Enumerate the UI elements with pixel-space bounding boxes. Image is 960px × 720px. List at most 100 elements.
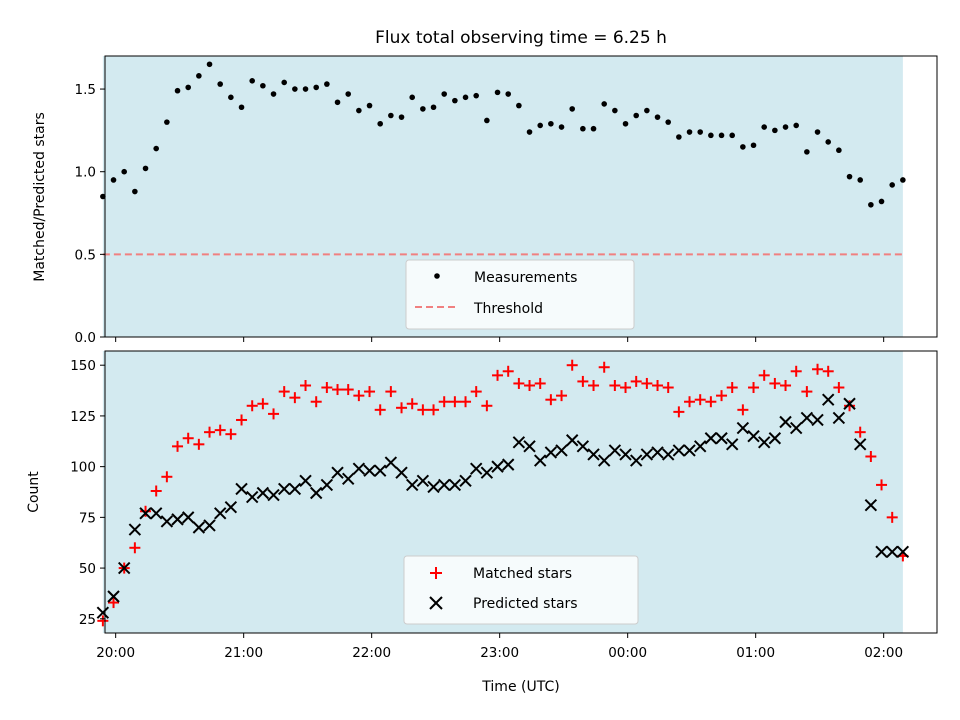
measurement-point	[804, 149, 810, 155]
measurement-point	[324, 81, 330, 87]
measurement-point	[793, 122, 799, 129]
predicted-stars-point	[693, 440, 707, 453]
predicted-stars-point	[661, 448, 675, 461]
predicted-stars-point	[832, 411, 846, 425]
matched-stars-point	[268, 408, 280, 420]
measurement-point	[281, 79, 288, 86]
measurement-point	[622, 120, 629, 127]
matched-stars-point	[438, 396, 450, 408]
predicted-stars-point	[619, 448, 632, 461]
matched-stars-point	[641, 377, 653, 389]
measurement-point	[206, 61, 213, 68]
matched-stars-point	[748, 382, 760, 394]
top-legend[interactable]: Measurements Threshold	[405, 259, 635, 330]
matched-stars-point	[502, 365, 514, 377]
predicted-stars-point	[565, 434, 579, 447]
predicted-stars-point	[885, 545, 899, 559]
predicted-stars-point	[256, 486, 270, 500]
predicted-stars-point	[341, 472, 355, 486]
y-tick-label: 75	[79, 510, 96, 526]
predicted-stars-point	[149, 507, 163, 520]
predicted-stars-point	[373, 464, 387, 477]
matched-stars-point	[812, 363, 824, 375]
matched-stars-point	[300, 379, 312, 391]
measurement-point	[686, 129, 693, 135]
matched-stars-point	[257, 398, 269, 410]
measurement-point	[100, 193, 106, 200]
matched-stars-point	[150, 485, 162, 497]
predicted-stars-point	[139, 507, 152, 520]
measurement-point	[889, 182, 895, 188]
matched-stars-point	[822, 365, 834, 377]
matched-stars-point	[428, 404, 440, 416]
predicted-stars-point	[384, 456, 398, 469]
predicted-stars-point	[651, 446, 664, 459]
predicted-stars-point	[309, 486, 323, 500]
measurement-point	[676, 134, 682, 140]
matched-stars-point	[289, 392, 301, 404]
matched-stars-point	[172, 440, 184, 452]
matched-stars-point	[470, 386, 482, 398]
matched-stars-point	[886, 511, 898, 523]
matched-stars-point	[161, 471, 173, 483]
predicted-stars-point	[117, 561, 131, 575]
predicted-stars-point	[715, 432, 728, 445]
matched-stars-point	[97, 615, 109, 627]
matched-stars-point	[652, 379, 664, 391]
measurement-point	[782, 124, 789, 130]
measurement-point	[356, 107, 362, 114]
measurement-point	[537, 122, 543, 129]
matched-stars-point	[588, 379, 600, 391]
predicted-stars-point	[352, 462, 366, 475]
measurement-point	[142, 165, 149, 172]
x-tick-label: 02:00	[864, 645, 903, 661]
matched-stars-point	[620, 382, 632, 394]
measurement-point	[217, 81, 223, 87]
x-axis-title: Time (UTC)	[481, 679, 559, 695]
matched-stars-point	[236, 414, 248, 426]
measurement-point	[174, 87, 181, 94]
matched-stars-point	[204, 426, 216, 438]
matched-stars-point	[780, 379, 792, 391]
measurement-point	[516, 102, 522, 109]
matched-stars-point	[865, 450, 877, 462]
legend-measurements-marker	[434, 273, 440, 279]
bottom-x-axis: 20:00 21:00 22:00 23:00 00:00 01:00 02:00	[96, 633, 903, 661]
matched-stars-point	[214, 424, 226, 436]
matched-stars-point	[310, 396, 322, 408]
measurement-point	[473, 92, 480, 99]
predicted-stars-point	[800, 411, 814, 425]
predicted-stars-point	[555, 444, 568, 457]
matched-stars-point	[737, 404, 749, 416]
predicted-stars-point	[725, 438, 739, 451]
measurement-point	[900, 177, 906, 183]
measurement-point	[398, 114, 405, 120]
predicted-stars-point	[491, 460, 504, 473]
predicted-stars-point	[896, 545, 910, 559]
predicted-stars-point	[96, 606, 110, 619]
predicted-stars-point	[864, 498, 878, 512]
bottom-y-axis: 25 50 75 100 125 150	[70, 358, 105, 628]
predicted-stars-point	[811, 413, 824, 427]
measurement-point	[644, 107, 650, 114]
measurement-point	[345, 91, 352, 97]
measurement-point	[238, 104, 245, 111]
predicted-stars-point	[427, 480, 440, 494]
matched-stars-point	[396, 402, 408, 414]
measurement-point	[494, 89, 501, 96]
predicted-stars-point	[789, 421, 803, 435]
measurement-point	[185, 84, 191, 91]
matched-stars-point	[833, 382, 845, 394]
predicted-stars-point	[843, 397, 856, 410]
matched-stars-point	[374, 404, 386, 416]
x-tick-label: 23:00	[480, 645, 519, 661]
measurement-point	[846, 173, 853, 180]
measurement-point	[665, 119, 671, 125]
predicted-stars-point	[267, 488, 280, 502]
bottom-legend[interactable]: Matched stars Predicted stars	[403, 555, 639, 625]
measurement-point	[228, 94, 234, 101]
predicted-stars-point	[576, 440, 590, 453]
top-panel-frame	[104, 55, 938, 338]
matched-stars-point	[481, 400, 493, 412]
measurement-point	[729, 132, 735, 139]
